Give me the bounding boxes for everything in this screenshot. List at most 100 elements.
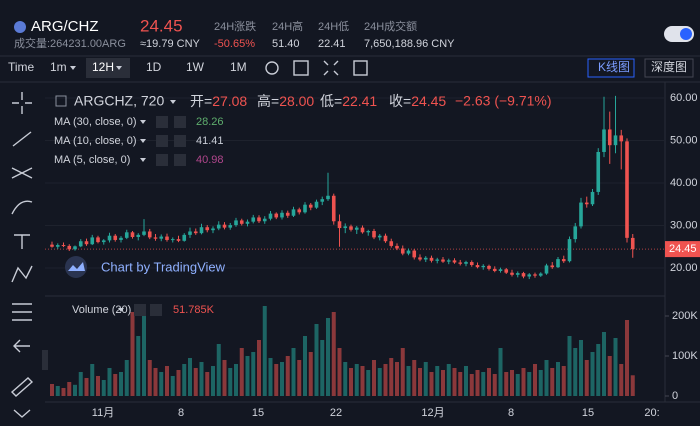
prediction-tool[interactable] <box>12 303 32 321</box>
ohlc-value: 27.08 <box>212 93 247 109</box>
selected-bg <box>86 58 130 78</box>
x-tick-label: 8 <box>178 407 184 419</box>
x-tick-label: 22 <box>330 407 342 419</box>
brush-tool[interactable] <box>11 200 33 215</box>
settings-icon[interactable] <box>265 61 279 75</box>
crosshair-tool[interactable] <box>12 92 32 114</box>
candle-body <box>245 221 250 224</box>
candle-body <box>389 241 394 246</box>
volume-bar <box>280 362 284 396</box>
volume-bar <box>136 336 141 396</box>
x-tick-label: 12月 <box>421 407 444 419</box>
candle-body <box>193 231 198 234</box>
candle-body <box>498 269 503 271</box>
volume-bar <box>481 372 486 396</box>
ohlc: 高=28.00 <box>257 93 314 109</box>
volume-value: 51.785K <box>173 304 215 316</box>
collapse-tool[interactable] <box>13 409 31 418</box>
last-price-box <box>665 241 700 258</box>
volume-bar <box>567 336 572 396</box>
text-tool[interactable] <box>14 234 30 249</box>
volume-bar <box>268 358 273 396</box>
close-btn <box>174 116 186 128</box>
volume-bar <box>510 370 514 396</box>
candle-body <box>239 220 244 224</box>
volume-bar <box>395 362 399 396</box>
candle-body <box>153 237 158 239</box>
candle-body <box>349 226 353 230</box>
volume-bar <box>90 364 95 396</box>
candle-body <box>61 245 66 247</box>
collapse-legend[interactable] <box>55 95 67 107</box>
candle-body <box>544 265 549 274</box>
stat-value: 22.41 <box>318 38 346 50</box>
view-tab[interactable]: 深度图 <box>651 59 687 74</box>
candle-body <box>136 234 141 237</box>
candle-body <box>280 212 284 218</box>
back-tool[interactable] <box>13 339 30 353</box>
volume-bar <box>538 370 543 396</box>
pattern-tool[interactable] <box>11 265 33 283</box>
stat-label: 24H低 <box>318 20 349 33</box>
volume-bar <box>579 340 583 396</box>
x-tick-label: 8 <box>508 407 514 419</box>
panel-handle[interactable] <box>42 350 48 370</box>
volume-bar <box>320 340 325 396</box>
volume-bar <box>423 362 428 396</box>
candle-body <box>602 129 606 152</box>
settings-btn <box>156 154 168 166</box>
volume-bar <box>383 364 388 396</box>
dropdown <box>140 139 146 143</box>
volume-bar <box>119 372 123 396</box>
toolbar-item[interactable]: 1D <box>146 60 162 74</box>
candle-body <box>360 227 365 233</box>
settings-btn <box>156 135 168 147</box>
candle-body <box>314 201 319 208</box>
candle-body <box>510 272 514 275</box>
volume-bar <box>556 362 560 396</box>
close-btn[interactable] <box>150 304 162 316</box>
toolbar-item[interactable]: 1m <box>50 60 67 74</box>
x-tick-label: 15 <box>582 407 594 419</box>
volume-bar <box>101 380 106 396</box>
snapshot-icon[interactable] <box>353 60 368 76</box>
candle-body <box>521 273 526 277</box>
x-tick-label: 11月 <box>92 407 114 419</box>
dropdown <box>70 66 76 70</box>
y-tick-label: 40.00 <box>670 177 698 189</box>
fullscreen-icon[interactable] <box>323 60 339 76</box>
dropdown <box>140 158 146 162</box>
volume-bar <box>418 368 422 396</box>
candle-body <box>101 240 106 243</box>
volume-bar <box>67 382 72 396</box>
candle-body <box>107 235 112 241</box>
volume-bar <box>147 360 152 396</box>
indicator-icon[interactable] <box>293 60 309 76</box>
volume-bar <box>527 372 532 396</box>
candle-body <box>216 224 221 229</box>
candle-body <box>291 209 296 216</box>
candle-body <box>515 273 520 275</box>
candle-body <box>538 273 543 276</box>
volume-bar <box>205 372 210 396</box>
fib-tool[interactable] <box>11 167 33 179</box>
volume-bar <box>130 312 135 396</box>
ma-name: MA (10, close, 0) <box>54 135 137 147</box>
toolbar-item[interactable]: 12H <box>92 60 114 74</box>
view-tab[interactable]: K线图 <box>598 60 630 74</box>
stat-label: 24H成交额 <box>364 19 417 33</box>
legend-symbol: ARGCHZ, 720 <box>74 93 164 109</box>
toolbar-item[interactable]: Time <box>8 60 35 74</box>
ruler-tool[interactable] <box>10 377 34 397</box>
candle-body <box>590 191 595 205</box>
candle-body <box>458 262 463 264</box>
line-tool[interactable] <box>12 131 32 147</box>
settings-btn[interactable] <box>134 304 146 316</box>
candle-body <box>400 248 405 254</box>
ma-value: 40.98 <box>196 154 224 166</box>
toolbar-item[interactable]: 1M <box>230 60 247 74</box>
volume-bar <box>372 360 376 396</box>
toolbar-item[interactable]: 1W <box>186 60 205 74</box>
candle-body <box>147 231 152 238</box>
candle-body <box>55 245 60 247</box>
